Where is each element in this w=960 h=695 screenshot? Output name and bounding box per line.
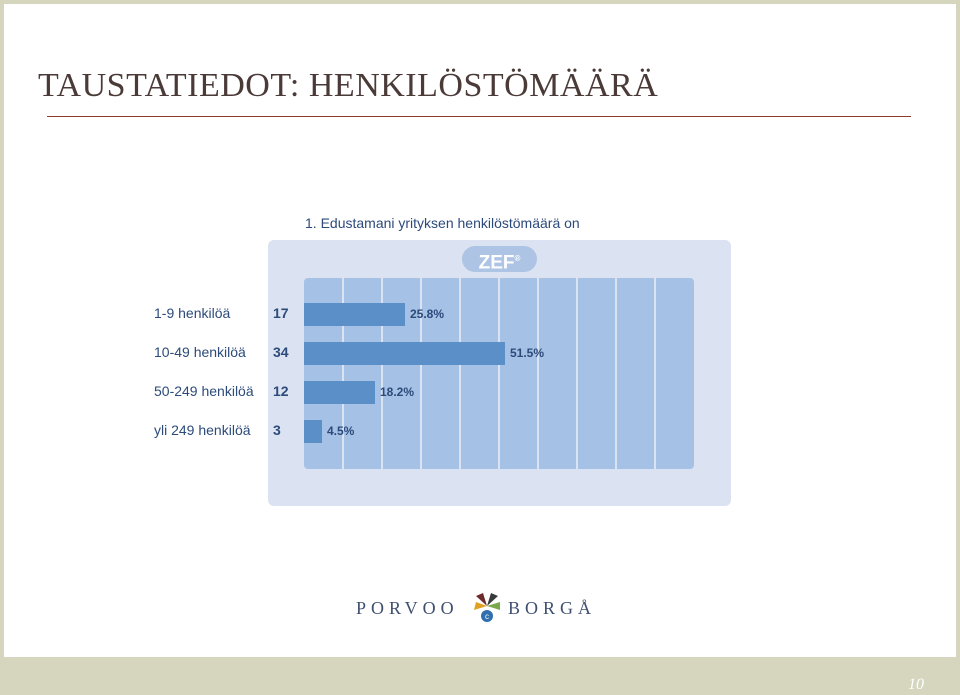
logo-text-porvoo: PORVOO: [356, 598, 459, 618]
bar: [304, 420, 322, 443]
page-number: 10: [908, 676, 924, 693]
plot-area: [304, 278, 694, 469]
category-label: 1-9 henkilöä: [154, 305, 231, 321]
percent-label: 25.8%: [410, 307, 445, 321]
percent-label: 51.5%: [510, 346, 545, 360]
svg-text:c: c: [485, 612, 489, 621]
zef-badge-text: ZEF: [478, 252, 515, 274]
slide-title: TAUSTATIEDOT: HENKILÖSTÖMÄÄRÄ: [38, 67, 659, 104]
porvoo-borga-logo: PORVOO c BORGÅ: [356, 590, 604, 626]
grid-line: [420, 278, 422, 469]
bar: [304, 381, 375, 404]
count-label: 34: [273, 344, 289, 360]
registered-mark: ®: [514, 254, 521, 263]
category-label: 10-49 henkilöä: [154, 344, 246, 360]
percent-label: 18.2%: [380, 385, 415, 399]
grid-line: [654, 278, 656, 469]
count-label: 12: [273, 383, 289, 399]
chart-title: 1. Edustamani yrityksen henkilöstömäärä …: [305, 215, 580, 231]
zef-badge: ZEF®: [462, 246, 537, 274]
bar: [304, 303, 405, 326]
grid-line: [381, 278, 383, 469]
slide-footer: 10: [0, 657, 960, 695]
count-label: 3: [273, 422, 281, 438]
logo-text-borga: BORGÅ: [508, 598, 597, 618]
grid-line: [498, 278, 500, 469]
grid-line: [615, 278, 617, 469]
grid-line: [459, 278, 461, 469]
city-emblem-icon: c: [474, 593, 500, 622]
count-label: 17: [273, 305, 289, 321]
percent-label: 4.5%: [327, 424, 355, 438]
category-label: 50-249 henkilöä: [154, 383, 254, 399]
bar: [304, 342, 505, 365]
grid-line: [537, 278, 539, 469]
category-label: yli 249 henkilöä: [154, 422, 251, 438]
title-divider: [47, 116, 911, 117]
grid-line: [576, 278, 578, 469]
grid-line: [342, 278, 344, 469]
